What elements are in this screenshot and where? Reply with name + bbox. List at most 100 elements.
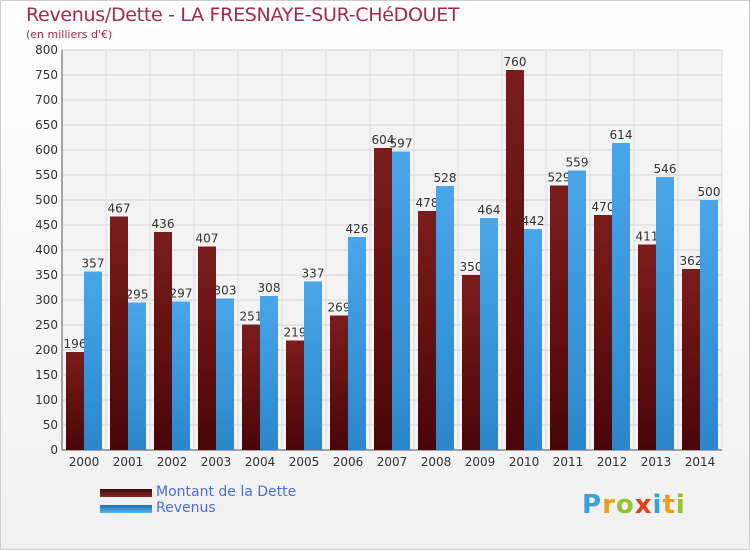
chart-title: Revenus/Dette - LA FRESNAYE-SUR-CHéDOUET bbox=[26, 4, 460, 26]
bar-dette bbox=[110, 216, 128, 450]
y-tick-label: 0 bbox=[50, 443, 58, 457]
logo-letter: o bbox=[615, 490, 635, 520]
bar-dette bbox=[242, 324, 260, 450]
bar-revenus bbox=[656, 177, 674, 450]
data-label-revenus: 442 bbox=[522, 214, 545, 228]
data-label-dette: 350 bbox=[460, 260, 483, 274]
x-tick-label: 2008 bbox=[421, 455, 452, 469]
data-label-dette: 219 bbox=[284, 326, 307, 340]
bar-dette bbox=[330, 315, 348, 450]
bar-chart: 0 50 100 150 200 250 300 350 400 450 500 550 600 650 7… bbox=[35, 43, 723, 469]
y-tick-label: 750 bbox=[35, 68, 58, 82]
legend-swatch-revenus bbox=[100, 505, 152, 513]
bar-dette bbox=[462, 275, 480, 450]
bar-dette bbox=[682, 269, 700, 450]
bar-dette bbox=[154, 232, 172, 450]
bar-revenus bbox=[260, 296, 278, 450]
bar-dette bbox=[506, 70, 524, 450]
y-tick-label: 800 bbox=[35, 43, 58, 57]
data-label-revenus: 597 bbox=[390, 137, 413, 151]
data-label-revenus: 357 bbox=[82, 257, 105, 271]
data-label-revenus: 528 bbox=[434, 171, 457, 185]
data-label-dette: 529 bbox=[548, 171, 571, 185]
data-label-dette: 436 bbox=[152, 217, 175, 231]
bar-revenus bbox=[304, 281, 322, 450]
logo-letter: i bbox=[675, 490, 686, 520]
y-tick-label: 400 bbox=[35, 243, 58, 257]
bar-revenus bbox=[172, 301, 190, 450]
data-label-dette: 478 bbox=[416, 196, 439, 210]
bar-revenus bbox=[524, 229, 542, 450]
legend-swatch-dette bbox=[100, 489, 152, 497]
y-tick-label: 450 bbox=[35, 218, 58, 232]
y-tick-label: 600 bbox=[35, 143, 58, 157]
x-tick-label: 2007 bbox=[377, 455, 408, 469]
data-label-revenus: 614 bbox=[610, 128, 633, 142]
x-tick-label: 2014 bbox=[685, 455, 716, 469]
bar-dette bbox=[198, 246, 216, 450]
x-tick-label: 2005 bbox=[289, 455, 320, 469]
x-tick-label: 2003 bbox=[201, 455, 232, 469]
data-label-revenus: 559 bbox=[566, 156, 589, 170]
data-label-dette: 470 bbox=[592, 200, 615, 214]
bar-dette bbox=[286, 340, 304, 450]
data-label-dette: 411 bbox=[636, 230, 659, 244]
logo-letter: P bbox=[582, 490, 603, 520]
x-tick-label: 2013 bbox=[641, 455, 672, 469]
legend-label-dette: Montant de la Dette bbox=[156, 484, 297, 500]
x-tick-label: 2010 bbox=[509, 455, 540, 469]
data-label-revenus: 297 bbox=[170, 287, 193, 301]
data-label-dette: 196 bbox=[64, 337, 87, 351]
bar-dette bbox=[374, 148, 392, 450]
chart-subtitle: (en milliers d'€) bbox=[26, 28, 113, 41]
data-label-revenus: 500 bbox=[698, 185, 721, 199]
x-tick-label: 2006 bbox=[333, 455, 364, 469]
y-tick-label: 700 bbox=[35, 93, 58, 107]
bar-revenus bbox=[84, 271, 102, 450]
data-label-dette: 269 bbox=[328, 301, 351, 315]
y-tick-label: 50 bbox=[43, 418, 58, 432]
x-tick-label: 2012 bbox=[597, 455, 628, 469]
bar-dette bbox=[594, 215, 612, 450]
y-tick-label: 200 bbox=[35, 343, 58, 357]
y-tick-label: 500 bbox=[35, 193, 58, 207]
bar-dette bbox=[66, 352, 84, 450]
proxiti-logo: Proxiti bbox=[582, 490, 686, 520]
data-label-revenus: 308 bbox=[258, 281, 281, 295]
bar-revenus bbox=[480, 218, 498, 450]
bar-revenus bbox=[128, 302, 146, 450]
x-tick-label: 2001 bbox=[113, 455, 144, 469]
bar-revenus bbox=[348, 237, 366, 450]
logo-letter: x bbox=[634, 490, 653, 520]
logo-letter: t bbox=[662, 490, 676, 520]
bar-dette bbox=[550, 185, 568, 450]
y-tick-label: 150 bbox=[35, 368, 58, 382]
data-label-dette: 604 bbox=[372, 133, 395, 147]
data-label-dette: 251 bbox=[240, 310, 263, 324]
logo-letter: i bbox=[652, 490, 663, 520]
data-label-revenus: 303 bbox=[214, 284, 237, 298]
data-label-dette: 362 bbox=[680, 254, 703, 268]
data-label-revenus: 337 bbox=[302, 267, 325, 281]
data-label-revenus: 546 bbox=[654, 162, 677, 176]
y-tick-label: 300 bbox=[35, 293, 58, 307]
data-label-revenus: 295 bbox=[126, 288, 149, 302]
data-label-dette: 407 bbox=[196, 232, 219, 246]
x-tick-label: 2002 bbox=[157, 455, 188, 469]
x-tick-label: 2000 bbox=[69, 455, 100, 469]
bar-revenus bbox=[216, 298, 234, 450]
y-tick-label: 550 bbox=[35, 168, 58, 182]
data-label-revenus: 426 bbox=[346, 222, 369, 236]
data-label-dette: 467 bbox=[108, 202, 131, 216]
data-label-dette: 760 bbox=[504, 55, 527, 69]
y-tick-label: 350 bbox=[35, 268, 58, 282]
bar-revenus bbox=[568, 170, 586, 450]
x-tick-label: 2011 bbox=[553, 455, 584, 469]
bar-revenus bbox=[392, 151, 410, 450]
y-tick-label: 250 bbox=[35, 318, 58, 332]
legend-label-revenus: Revenus bbox=[156, 500, 216, 516]
y-tick-label: 650 bbox=[35, 118, 58, 132]
bar-dette bbox=[638, 244, 656, 450]
bar-revenus bbox=[436, 186, 454, 450]
bar-revenus bbox=[612, 143, 630, 450]
